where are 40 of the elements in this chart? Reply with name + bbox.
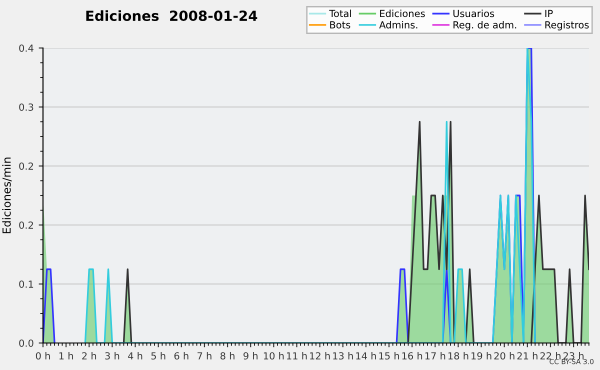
x-tick-label: 9 h	[244, 352, 258, 360]
legend-label: Usuarios	[453, 10, 494, 18]
x-tick-label: 4 h	[128, 352, 142, 360]
y-tick-label: 0.3	[19, 103, 34, 111]
x-tick-label: 17 h	[425, 352, 446, 360]
y-axis-title: Ediciones/min	[2, 158, 12, 234]
x-tick-label: 22 h	[540, 352, 560, 360]
x-tick-label: 15 h	[379, 352, 399, 360]
legend-label: Ediciones	[380, 10, 425, 18]
y-tick-label: 0.0	[19, 339, 34, 347]
x-tick-label: 3 h	[105, 352, 120, 360]
legend-label: Total	[329, 10, 351, 18]
x-tick-label: 5 h	[151, 352, 166, 360]
x-tick-label: 19 h	[472, 352, 492, 360]
x-tick-label: 2 h	[82, 352, 96, 360]
x-tick-label: 10 h	[264, 352, 284, 360]
y-tick-label: 0.2	[19, 221, 33, 229]
x-tick-label: 1 h	[59, 352, 73, 360]
y-tick-label: 0.1	[19, 280, 34, 288]
legend-label: IP	[545, 10, 553, 18]
legend-label: Registros	[545, 20, 589, 30]
legend-label: Bots	[330, 21, 350, 29]
y-tick-label: 0.2	[19, 162, 33, 170]
legend-label: Reg. de adm.	[454, 20, 516, 30]
x-tick-label: 0 h	[36, 352, 50, 360]
x-tick-label: 21 h	[517, 352, 538, 360]
x-tick-label: 6 h	[174, 352, 188, 360]
x-tick-label: 11 h	[286, 352, 307, 360]
x-tick-label: 13 h	[333, 352, 353, 360]
x-tick-label: 16 h	[402, 352, 422, 360]
x-tick-label: 20 h	[494, 352, 514, 360]
x-tick-label: 8 h	[220, 352, 234, 360]
x-tick-label: 23 h	[563, 352, 584, 360]
x-tick-label: 18 h	[448, 352, 468, 360]
chart-title: Ediciones 2008-01-24	[86, 10, 258, 22]
x-tick-label: 7 h	[198, 352, 212, 360]
x-tick-label: 14 h	[356, 352, 376, 360]
legend-label: Admins.	[379, 20, 418, 29]
x-tick-label: 12 h	[310, 352, 330, 360]
y-tick-label: 0.4	[19, 44, 34, 52]
